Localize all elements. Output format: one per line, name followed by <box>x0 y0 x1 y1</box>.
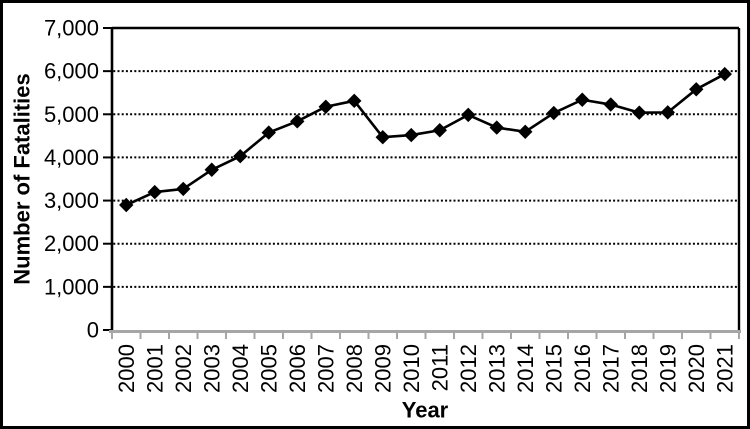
data-point-marker <box>461 107 476 123</box>
data-point-marker <box>603 97 618 112</box>
data-point-marker <box>375 129 390 145</box>
data-point-marker <box>432 123 447 138</box>
x-tick-label: 2006 <box>285 344 310 393</box>
data-point-marker <box>717 66 732 82</box>
x-tick-label: 2021 <box>712 344 737 393</box>
x-tick-label: 2011 <box>427 344 452 391</box>
x-tick-label: 2016 <box>570 344 595 393</box>
data-point-marker <box>632 105 647 120</box>
data-point-marker <box>347 93 362 109</box>
y-tick-label: 7,000 <box>44 16 99 41</box>
y-tick-label: 4,000 <box>44 145 99 170</box>
data-point-marker <box>147 184 162 200</box>
data-point-marker <box>204 162 219 177</box>
data-point-marker <box>546 105 561 121</box>
data-point-marker <box>575 92 590 107</box>
y-tick-label: 5,000 <box>44 102 99 127</box>
data-point-marker <box>489 120 504 135</box>
x-tick-label: 2010 <box>399 344 424 393</box>
data-point-marker <box>518 124 533 140</box>
data-point-marker <box>660 105 675 120</box>
data-point-marker <box>176 181 191 197</box>
series-line <box>125 72 726 207</box>
x-tick-label: 2009 <box>370 344 395 393</box>
x-tick-label: 2005 <box>256 344 281 393</box>
data-point-marker <box>689 82 704 97</box>
data-point-marker <box>404 127 419 143</box>
data-point-marker <box>233 149 248 164</box>
x-tick-label: 2018 <box>627 344 652 393</box>
y-tick-label: 3,000 <box>44 188 99 213</box>
x-tick-label: 2014 <box>513 344 538 393</box>
x-tick-label: 2017 <box>598 344 623 393</box>
y-tick-label: 1,000 <box>44 274 99 299</box>
x-tick-label: 2015 <box>541 344 566 393</box>
data-point-marker <box>119 197 134 213</box>
x-tick-label: 2003 <box>199 344 224 393</box>
data-point-marker <box>261 125 276 140</box>
x-tick-label: 2004 <box>228 344 253 393</box>
x-tick-label: 2019 <box>655 344 680 393</box>
x-tick-label: 2020 <box>684 344 709 393</box>
x-tick-label: 2000 <box>114 344 139 393</box>
plot-area: 0 1,000 2,000 3,000 4,000 5,000 6,000 7,000 2000… <box>44 16 741 393</box>
x-tick-label: 2007 <box>313 344 338 393</box>
y-tick-label: 6,000 <box>44 59 99 84</box>
y-tick-label: 0 <box>87 318 99 343</box>
data-point-marker <box>318 99 333 114</box>
x-axis-title: Year <box>402 398 449 423</box>
x-tick-label: 2012 <box>456 344 481 393</box>
x-tick-label: 2008 <box>342 344 367 393</box>
x-tick-label: 2002 <box>171 344 196 393</box>
y-axis-title: Number of Fatalities <box>10 73 35 284</box>
x-tick-label: 2013 <box>484 344 509 393</box>
y-tick-label: 2,000 <box>44 231 99 256</box>
data-point-marker <box>290 114 305 129</box>
x-tick-label: 2001 <box>142 344 167 393</box>
